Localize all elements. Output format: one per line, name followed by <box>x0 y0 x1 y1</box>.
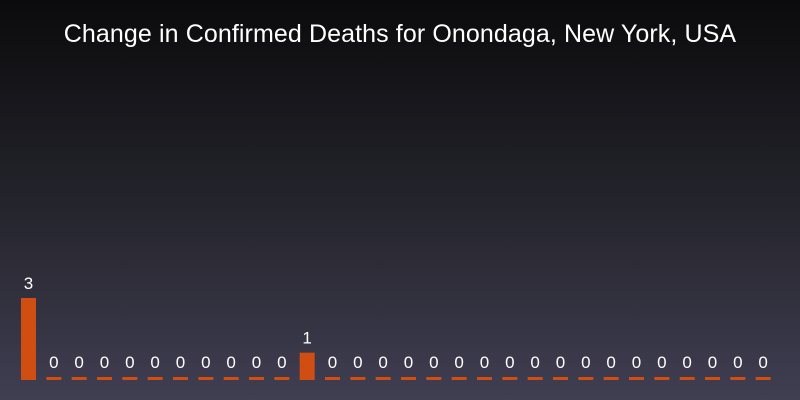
data-label-9: 0 <box>252 353 261 372</box>
data-labels-layer: 30 0 0 0 0 0 0 0 0 010 0 0 0 0 0 0 0 0 0 0 0 0 0 0 0 0 0 <box>24 274 768 372</box>
bars-layer <box>21 298 771 380</box>
bar-15 <box>401 377 416 380</box>
bar-0 <box>21 298 36 380</box>
bar-22 <box>578 377 594 380</box>
bar-8 <box>223 377 239 380</box>
bar-27 <box>705 377 720 380</box>
data-label-16: 0 <box>429 353 438 372</box>
data-label-26: 0 <box>682 353 691 372</box>
bar-3 <box>97 377 112 380</box>
data-label-5: 0 <box>150 353 159 372</box>
data-label-13: 0 <box>353 353 362 372</box>
bar-1 <box>46 377 62 380</box>
bar-23 <box>603 377 619 380</box>
data-label-18: 0 <box>480 353 489 372</box>
data-label-19: 0 <box>505 353 514 372</box>
bar-4 <box>122 377 138 380</box>
bar-9 <box>249 377 264 380</box>
bar-25 <box>654 377 670 380</box>
bar-29 <box>755 377 771 380</box>
bar-6 <box>173 377 188 380</box>
data-label-28: 0 <box>733 353 742 372</box>
data-label-4: 0 <box>125 353 134 372</box>
bar-19 <box>502 377 518 380</box>
data-label-10: 0 <box>277 353 286 372</box>
bar-18 <box>477 377 492 380</box>
bar-20 <box>527 377 543 380</box>
data-label-12: 0 <box>328 353 337 372</box>
data-label-3: 0 <box>100 353 109 372</box>
data-label-17: 0 <box>454 353 463 372</box>
data-label-21: 0 <box>556 353 565 372</box>
data-label-23: 0 <box>606 353 615 372</box>
bar-24 <box>629 377 644 380</box>
data-label-1: 0 <box>49 353 58 372</box>
data-label-24: 0 <box>632 353 641 372</box>
bar-12 <box>325 377 340 380</box>
chart-title: Change in Confirmed Deaths for Onondaga,… <box>63 20 737 48</box>
bar-16 <box>426 377 442 380</box>
bar-13 <box>350 377 366 380</box>
data-label-29: 0 <box>758 353 767 372</box>
data-label-15: 0 <box>404 353 413 372</box>
data-label-7: 0 <box>201 353 210 372</box>
bar-28 <box>730 377 746 380</box>
bar-26 <box>679 377 695 380</box>
bar-17 <box>451 377 467 380</box>
bar-11 <box>299 352 315 380</box>
data-label-8: 0 <box>226 353 235 372</box>
data-label-25: 0 <box>657 353 666 372</box>
data-label-22: 0 <box>581 353 590 372</box>
bar-21 <box>553 377 568 380</box>
data-label-6: 0 <box>176 353 185 372</box>
data-label-20: 0 <box>530 353 539 372</box>
data-label-2: 0 <box>74 353 83 372</box>
data-label-0: 3 <box>24 274 33 293</box>
bar-14 <box>375 377 391 380</box>
data-label-14: 0 <box>378 353 387 372</box>
bar-10 <box>274 377 290 380</box>
bar-2 <box>71 377 87 380</box>
data-label-11: 1 <box>302 329 311 348</box>
data-label-27: 0 <box>708 353 717 372</box>
bar-5 <box>147 377 163 380</box>
bar-7 <box>198 377 214 380</box>
